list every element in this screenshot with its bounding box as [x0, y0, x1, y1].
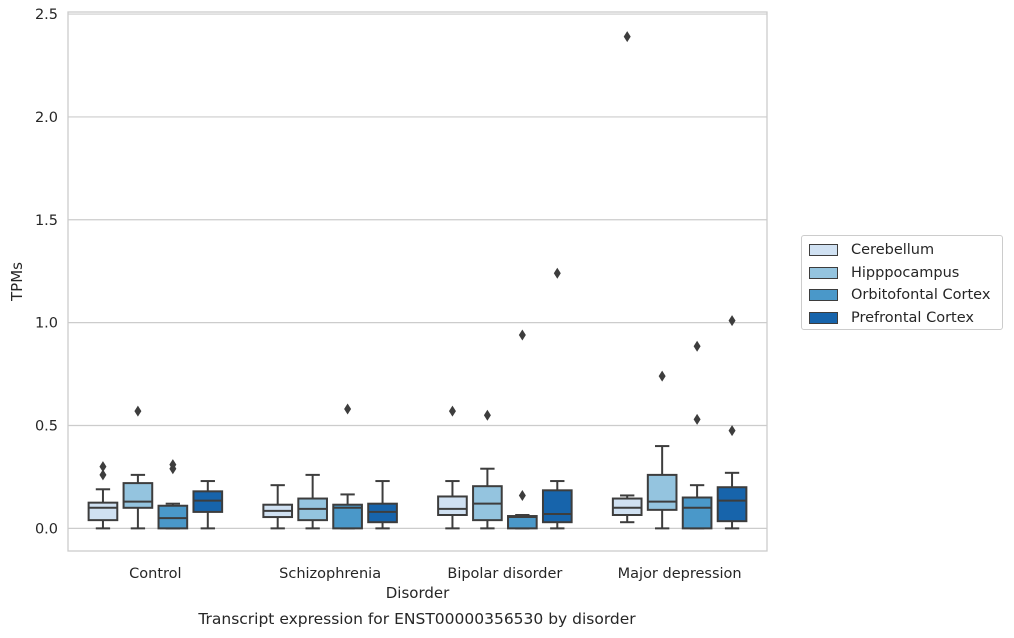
- box-hipppocampus: [122, 405, 154, 530]
- box-cerebellum: [87, 461, 119, 530]
- legend-label: Prefrontal Cortex: [851, 309, 974, 326]
- box-cerebellum: [262, 484, 294, 530]
- outlier-point: [623, 31, 631, 43]
- outlier-point: [99, 461, 107, 473]
- iqr-box: [541, 489, 573, 524]
- iqr-box: [646, 473, 678, 511]
- legend-swatch: [809, 311, 838, 324]
- iqr-box: [367, 502, 398, 524]
- box-orbitofontal-cortex: [681, 340, 713, 530]
- box-prefrontal-cortex: [541, 267, 573, 530]
- outlier-point: [518, 329, 526, 341]
- figure-caption: Transcript expression for ENST0000035653…: [198, 610, 636, 628]
- outlier-point: [693, 413, 701, 425]
- chart-legend: Cerebellum Hipppocampus Orbitofontal Corte…: [801, 235, 1003, 330]
- iqr-box: [87, 501, 119, 522]
- outlier-point: [99, 469, 107, 481]
- box-hipppocampus: [297, 473, 328, 530]
- outlier-point: [728, 315, 736, 327]
- iqr-box: [192, 490, 224, 513]
- outlier-point: [483, 409, 491, 421]
- box-prefrontal-cortex: [192, 480, 224, 530]
- box-orbitofontal-cortex: [332, 403, 363, 530]
- x-tick-label: Control: [129, 566, 181, 582]
- iqr-box: [681, 496, 713, 530]
- legend-label: Orbitofontal Cortex: [851, 287, 991, 304]
- legend-label: Hipppocampus: [851, 264, 960, 281]
- tick-labels: 0.0 0.5 1.0 1.5 2.0 2.5 Control Schizophrenia Bi…: [35, 7, 742, 582]
- plot-frame: [67, 11, 768, 552]
- iqr-box: [332, 503, 363, 530]
- outlier-point: [448, 405, 456, 417]
- outlier-point: [728, 425, 736, 437]
- legend-label: Cerebellum: [851, 242, 935, 259]
- legend-item: Cerebellum: [809, 239, 1002, 262]
- legend-swatch: [809, 289, 838, 302]
- outlier-point: [344, 403, 352, 415]
- x-tick-label: Schizophrenia: [279, 566, 381, 582]
- box-prefrontal-cortex: [716, 315, 748, 530]
- outlier-point: [518, 489, 526, 501]
- legend-item: Orbitofontal Cortex: [809, 284, 1002, 307]
- y-axis-label: TPMs: [8, 262, 26, 302]
- x-tick-label: Bipolar disorder: [447, 566, 562, 582]
- y-tick-label: 1.5: [35, 213, 58, 229]
- outlier-point: [134, 405, 142, 417]
- outlier-point: [693, 340, 701, 352]
- y-tick-label: 0.5: [35, 419, 58, 435]
- y-tick-label: 2.5: [35, 7, 58, 23]
- iqr-box: [157, 504, 189, 530]
- legend-swatch: [809, 266, 838, 279]
- box-plot-series: [87, 31, 748, 530]
- box-prefrontal-cortex: [367, 480, 398, 530]
- x-axis-label: Disorder: [386, 584, 450, 602]
- iqr-box: [507, 515, 538, 530]
- box-hipppocampus: [472, 409, 503, 530]
- legend-item: Hipppocampus: [809, 262, 1002, 285]
- outlier-point: [658, 370, 666, 382]
- outlier-point: [169, 459, 177, 471]
- y-tick-label: 1.0: [35, 316, 58, 332]
- x-tick-label: Major depression: [618, 566, 742, 582]
- legend-swatch: [809, 244, 838, 257]
- y-tick-label: 0.0: [35, 521, 58, 537]
- iqr-box: [437, 495, 468, 516]
- y-tick-label: 2.0: [35, 110, 58, 126]
- outlier-point: [553, 267, 561, 279]
- box-orbitofontal-cortex: [507, 329, 538, 530]
- box-cerebellum: [437, 405, 468, 530]
- box-cerebellum: [611, 31, 643, 524]
- box-hipppocampus: [646, 370, 678, 530]
- iqr-box: [122, 482, 154, 509]
- grid-lines: [68, 13, 767, 529]
- iqr-box: [716, 486, 748, 523]
- box-orbitofontal-cortex: [157, 459, 189, 530]
- legend-item: Prefrontal Cortex: [809, 307, 1002, 330]
- iqr-box: [611, 497, 643, 516]
